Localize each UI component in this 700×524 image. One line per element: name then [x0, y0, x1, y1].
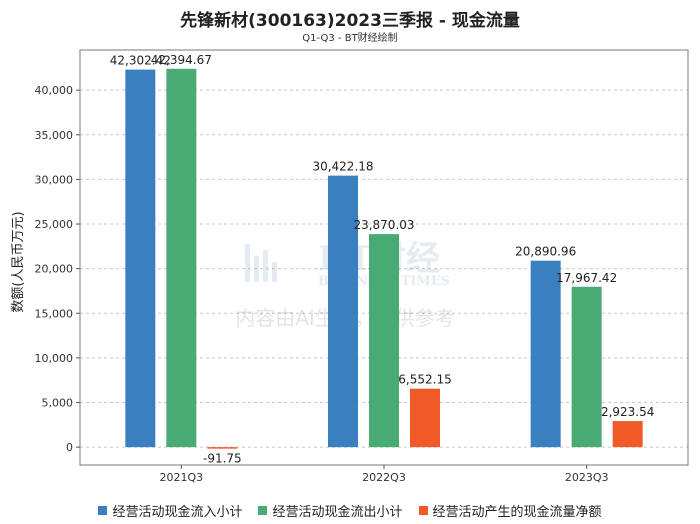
- legend-label-net: 经营活动产生的现金流量净额: [432, 504, 602, 520]
- bar-chart: BT财经 BUSINESS TIMES 内容由AI生成，仅供参考 42,302.…: [11, 49, 689, 484]
- legend-label-outflow: 经营活动现金流出小计: [272, 504, 403, 520]
- bar: [125, 69, 156, 448]
- y-tick-label: 5,000: [42, 397, 74, 410]
- bar: [571, 286, 602, 448]
- axis-layer: 0 5,000 10,000 15,000 20,000 25,000 30,000 35,0…: [35, 49, 689, 484]
- legend-label-inflow: 经营活动现金流入小计: [112, 504, 243, 520]
- data-label: 20,890.96: [515, 245, 576, 259]
- bar: [410, 388, 440, 448]
- data-label: 23,870.03: [353, 218, 414, 232]
- data-label: 42,394.67: [151, 53, 212, 67]
- chart-subtitle: Q1-Q3 - BT财经绘制: [302, 33, 398, 44]
- bars-layer: [125, 68, 643, 449]
- y-tick-label: 35,000: [35, 129, 74, 142]
- data-label: 17,967.42: [556, 271, 617, 285]
- legend-swatch-inflow: [98, 505, 108, 515]
- x-tick-label: 2022Q3: [362, 471, 406, 484]
- y-tick-label: 0: [66, 441, 73, 454]
- y-tick-label: 20,000: [35, 263, 74, 276]
- legend-item-inflow[interactable]: 经营活动现金流入小计: [98, 501, 242, 520]
- legend-item-net[interactable]: 经营活动产生的现金流量净额: [418, 501, 602, 520]
- y-tick-label: 25,000: [35, 218, 74, 231]
- y-tick-label: 15,000: [35, 307, 74, 320]
- y-tick-label: 30,000: [35, 173, 74, 186]
- data-label: -91.75: [203, 452, 242, 466]
- data-label: 30,422.18: [312, 160, 373, 174]
- data-label: 6,552.15: [398, 373, 451, 387]
- bar: [530, 260, 561, 448]
- legend-swatch-net: [418, 505, 428, 515]
- x-tick-label: 2021Q3: [160, 471, 204, 484]
- legend-swatch-outflow: [258, 505, 268, 515]
- bar: [207, 447, 238, 449]
- bar: [166, 68, 197, 448]
- bar: [612, 421, 643, 448]
- y-tick-label: 40,000: [35, 84, 74, 97]
- x-tick-label: 2023Q3: [565, 471, 609, 484]
- logo-bar-4: [272, 262, 277, 282]
- bt-logo-icon: [245, 244, 277, 282]
- logo-bar-1: [245, 244, 250, 282]
- legend: 经营活动现金流入小计 经营活动现金流出小计 经营活动产生的现金流量净额: [0, 500, 700, 520]
- logo-bar-2: [254, 256, 259, 282]
- bar: [328, 175, 358, 448]
- y-axis-label: 数额(人民币万元): [11, 211, 26, 312]
- data-label: 42,302.42: [110, 54, 171, 68]
- legend-item-outflow[interactable]: 经营活动现金流出小计: [258, 501, 403, 520]
- data-label: 2,923.54: [601, 405, 654, 419]
- y-tick-label: 10,000: [35, 352, 74, 365]
- bar: [369, 234, 399, 448]
- chart-title: 先锋新材(300163)2023三季报 - 现金流量: [180, 11, 520, 31]
- logo-bar-3: [263, 250, 268, 282]
